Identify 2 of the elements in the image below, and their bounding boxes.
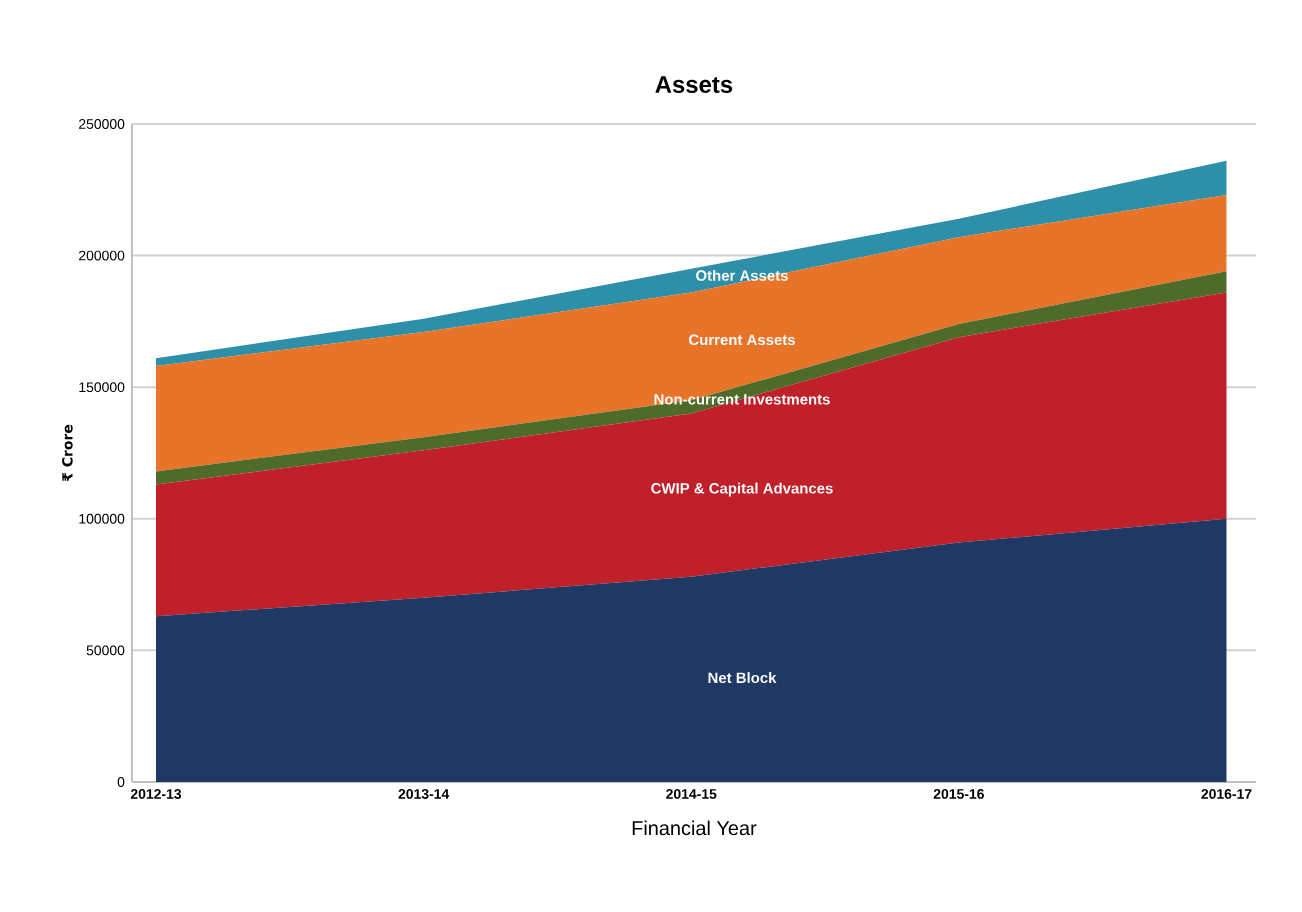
chart-title: Assets (655, 76, 733, 93)
x-axis-title: Financial Year (632, 820, 757, 836)
